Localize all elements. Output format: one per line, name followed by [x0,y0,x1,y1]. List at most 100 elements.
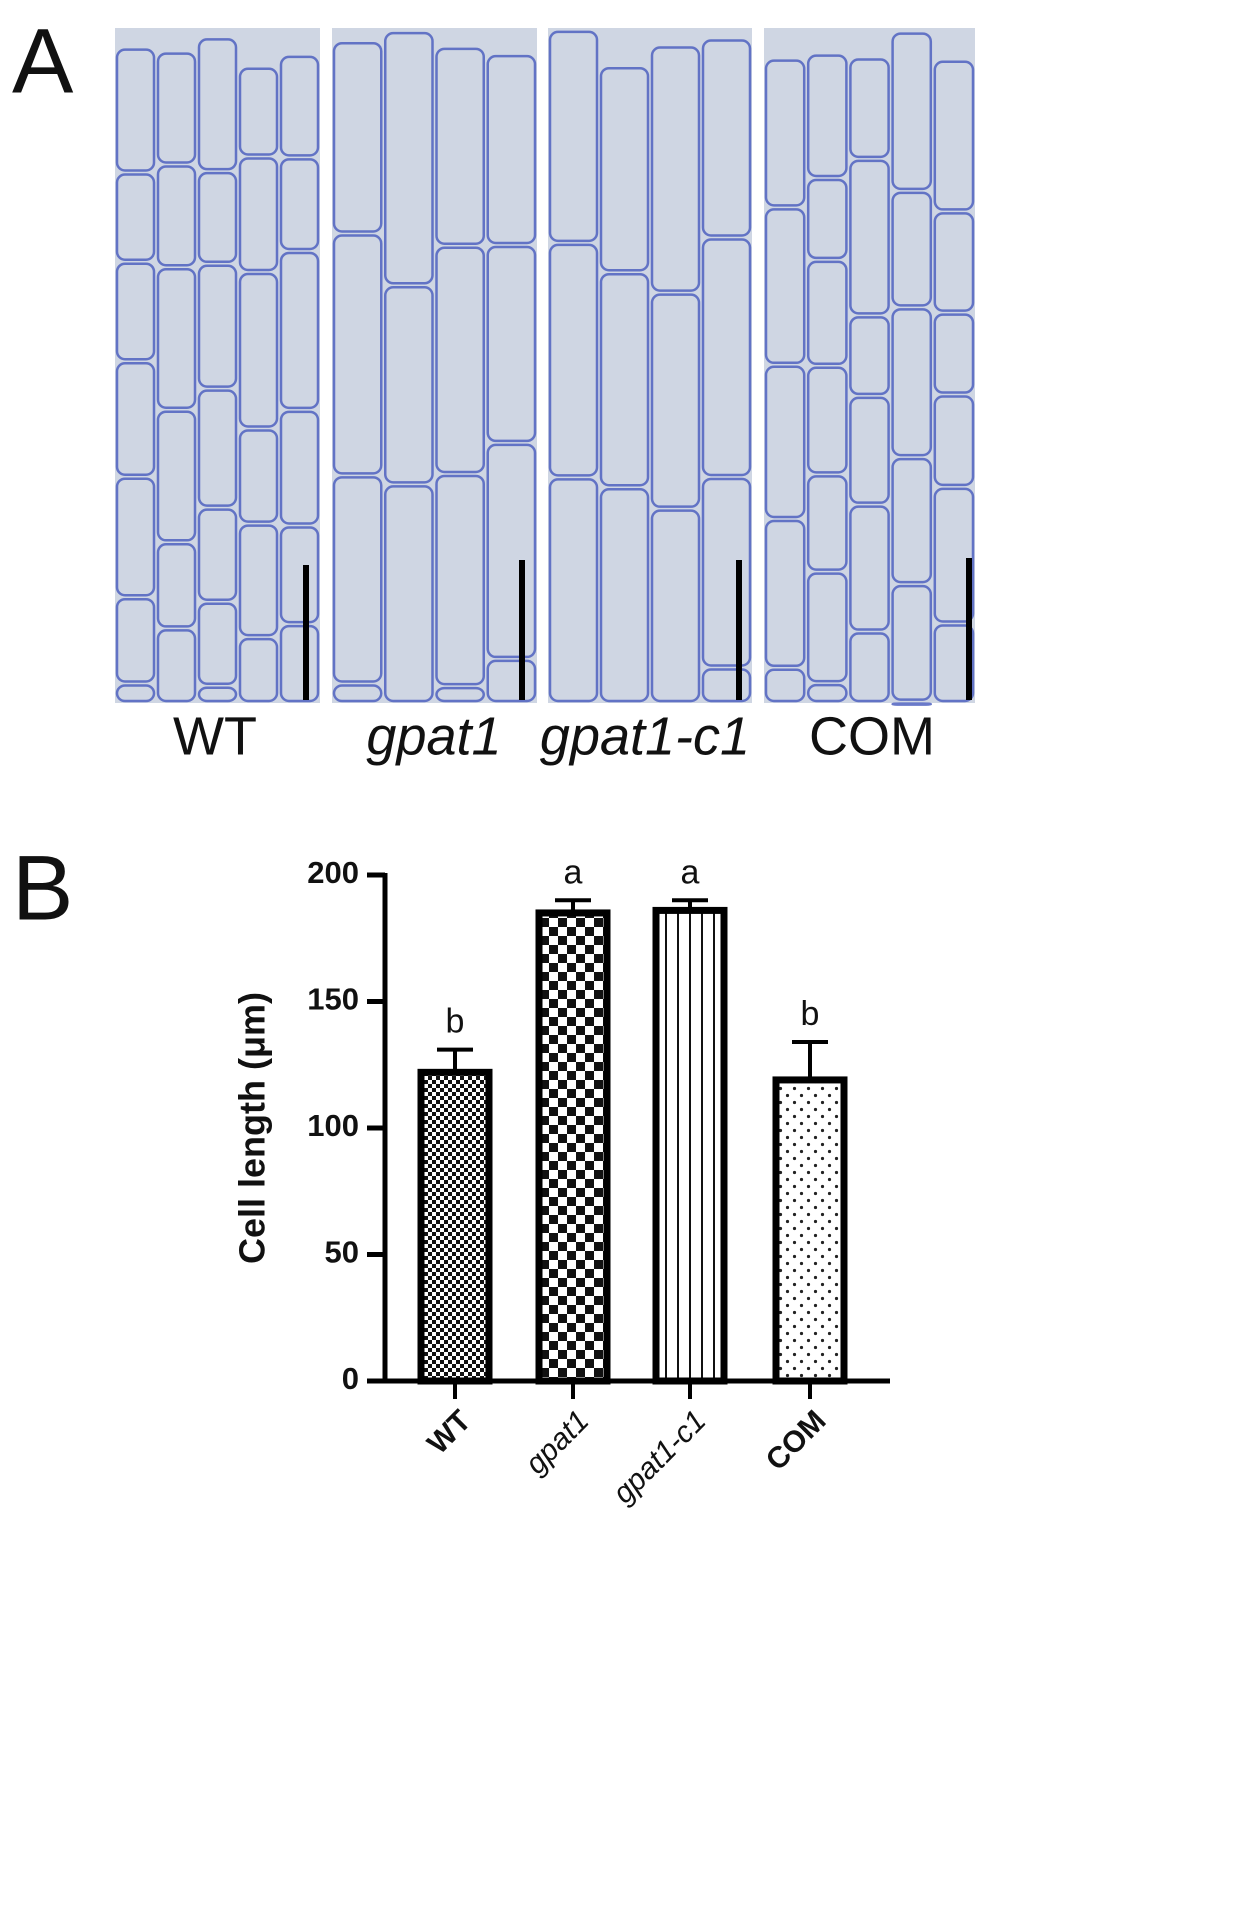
caption: WT [173,706,257,766]
cell [548,243,599,477]
cell [599,272,650,487]
panel-label: B [12,837,73,939]
cell [384,31,434,285]
cell [238,637,279,703]
cell [115,597,156,683]
caption: COM [809,706,935,766]
cell [435,47,485,245]
bar [772,1076,848,1385]
cell [764,668,806,703]
significance-letter: a [681,853,700,891]
cell [115,477,156,597]
bar [417,1068,493,1385]
cell [891,32,933,191]
cell [933,60,975,211]
cell [806,572,848,683]
cell [650,509,701,703]
caption: gpat1-c1 [540,706,750,766]
cell [806,260,848,366]
y-tick-label: 200 [307,855,359,890]
cell [764,59,806,207]
micrograph [115,28,320,703]
cell [548,30,599,243]
cell [332,41,383,233]
cell [891,457,933,584]
y-tick-label: 100 [307,1108,359,1143]
cell [197,686,238,703]
x-tick-label: gpat1 [519,1404,595,1480]
cell [197,264,238,388]
cell [435,246,485,474]
cell [238,67,279,156]
y-axis-label: Cell length (μm) [232,992,273,1264]
cell [115,48,156,172]
bar-chart: 0 50 100 150 200 Cell length (μm) b WT a gpat1 a gp… [232,853,890,1510]
cell [435,474,485,686]
significance-letter: b [446,1003,465,1041]
cell [115,684,156,703]
x-tick-label: gpat1-c1 [607,1404,713,1510]
cell [599,66,650,272]
x-tick-label: COM [760,1404,833,1477]
cell [806,475,848,571]
micrographs: WT gpat1 gpat1-c1 COM [115,28,975,766]
bar [652,906,728,1385]
cell [764,208,806,365]
cell [701,39,752,237]
cell [486,245,537,443]
cell [115,173,156,261]
cell [650,46,701,292]
y-tick-label: 0 [342,1361,359,1396]
cell [156,52,197,164]
cell [332,234,383,475]
cell [279,410,320,525]
significance-letter: a [564,853,583,891]
cell [891,308,933,457]
y-tick-label: 50 [325,1235,359,1270]
y-tick-label: 150 [307,982,359,1017]
cell [891,702,933,706]
cell [849,159,890,315]
cell [279,251,320,410]
cell [891,584,933,701]
cell [197,602,238,685]
micrograph [548,28,752,703]
error-bar [792,1039,828,1080]
cell [384,485,434,703]
cell [238,524,279,637]
cell [486,443,537,659]
cell [806,366,848,474]
cell [197,508,238,601]
cell [279,526,320,624]
cell [238,429,279,523]
cell [764,519,806,668]
cell [650,293,701,508]
cell [548,478,599,703]
cell [279,158,320,251]
panel-label: A [12,10,74,112]
cell [849,58,890,159]
cell [849,632,890,703]
cell [933,313,975,394]
cell [197,171,238,264]
cell [238,272,279,428]
error-bar [437,1047,473,1073]
cell [701,668,752,703]
cell [156,629,197,703]
cell [435,686,485,703]
cell [156,267,197,409]
cell [332,476,383,683]
bar [535,909,611,1385]
cell [384,286,434,484]
cell [279,55,320,157]
cell [599,488,650,703]
cell [238,157,279,272]
cell [701,477,752,667]
cell [486,54,537,245]
cell [197,389,238,507]
cell [156,543,197,628]
cell [156,410,197,542]
cell [849,396,890,504]
cell [806,683,848,703]
